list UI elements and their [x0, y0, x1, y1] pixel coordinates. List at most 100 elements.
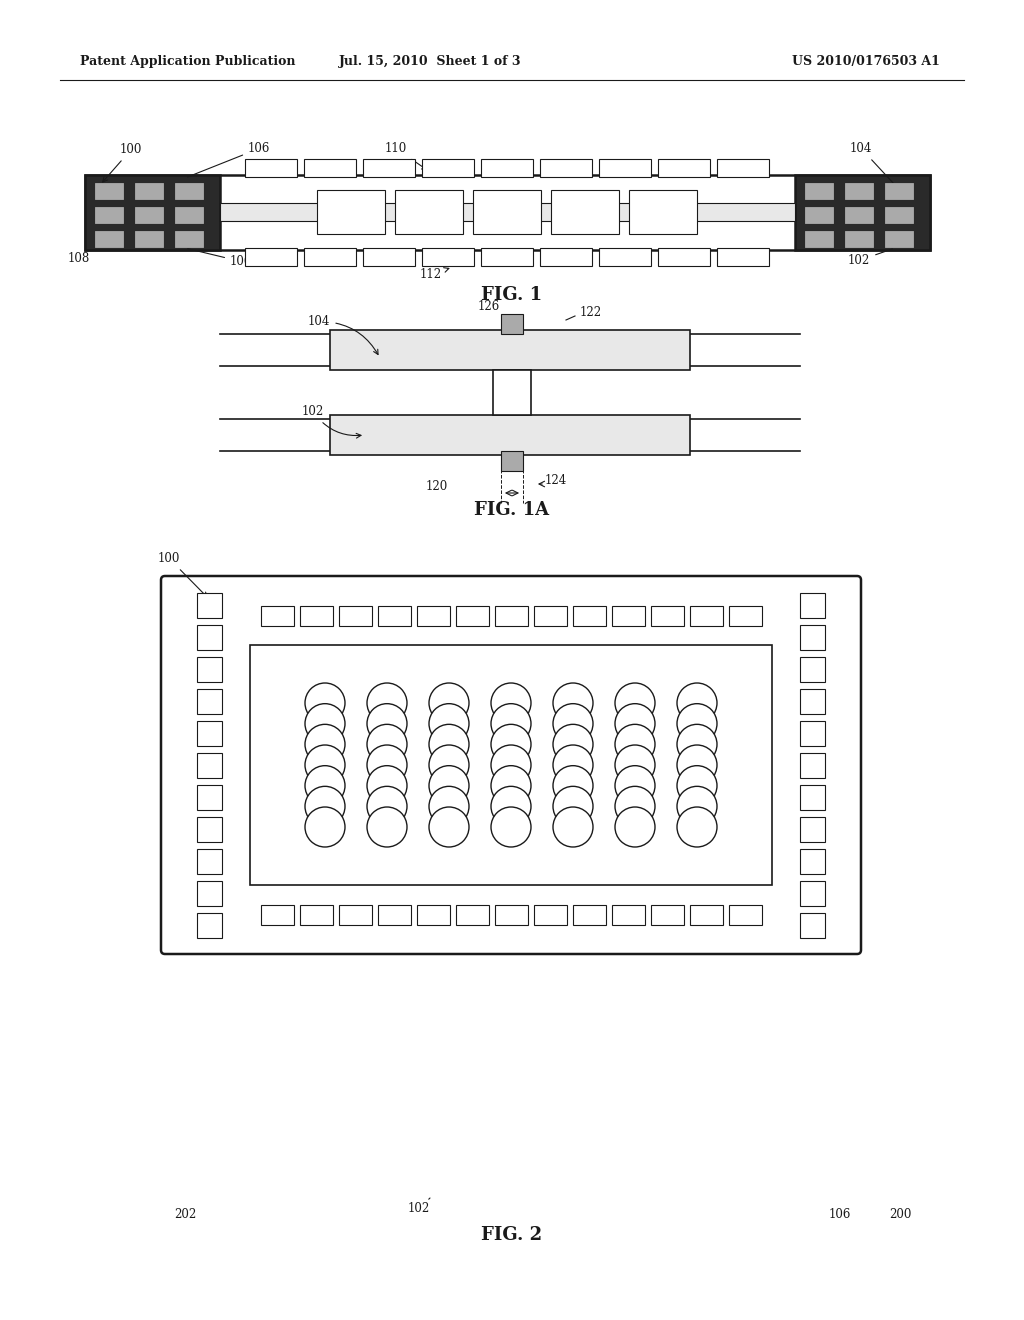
Bar	[611, 904, 644, 924]
Bar	[135, 183, 163, 199]
Circle shape	[367, 766, 407, 805]
Bar	[245, 158, 297, 177]
Circle shape	[305, 787, 345, 826]
Bar	[299, 904, 333, 924]
Circle shape	[677, 744, 717, 785]
Bar	[572, 904, 605, 924]
Circle shape	[615, 766, 655, 805]
Bar	[795, 176, 930, 249]
Text: 100: 100	[102, 143, 142, 182]
Text: 110: 110	[385, 143, 427, 170]
Bar	[317, 190, 385, 234]
Bar	[304, 248, 356, 267]
Text: 126: 126	[478, 300, 505, 321]
Circle shape	[305, 682, 345, 723]
Bar	[800, 880, 825, 906]
Bar	[845, 207, 873, 223]
Bar	[175, 231, 203, 247]
Bar	[473, 190, 541, 234]
Circle shape	[429, 704, 469, 743]
Bar	[845, 231, 873, 247]
Text: 124: 124	[545, 474, 567, 487]
Bar	[885, 231, 913, 247]
Bar	[197, 880, 222, 906]
Bar	[658, 158, 710, 177]
Bar	[135, 231, 163, 247]
Text: 102: 102	[408, 1199, 430, 1214]
Bar	[728, 904, 762, 924]
Circle shape	[677, 766, 717, 805]
Bar	[197, 784, 222, 809]
Text: 106: 106	[187, 248, 252, 268]
Bar	[378, 606, 411, 626]
Circle shape	[553, 682, 593, 723]
Bar	[456, 606, 488, 626]
Bar	[650, 904, 683, 924]
Bar	[362, 158, 415, 177]
Bar	[481, 158, 534, 177]
Bar	[800, 784, 825, 809]
Text: 112: 112	[420, 268, 449, 281]
Bar	[417, 904, 450, 924]
Bar	[540, 248, 592, 267]
Bar	[572, 606, 605, 626]
Bar	[800, 849, 825, 874]
Bar	[85, 176, 220, 249]
Text: 106: 106	[828, 1209, 851, 1221]
Circle shape	[305, 704, 345, 743]
Circle shape	[490, 766, 531, 805]
Text: 102: 102	[302, 405, 361, 438]
Text: 200: 200	[889, 1209, 911, 1221]
Bar	[728, 606, 762, 626]
Bar	[95, 207, 123, 223]
Circle shape	[615, 787, 655, 826]
Circle shape	[429, 766, 469, 805]
Bar	[800, 912, 825, 937]
Bar	[599, 158, 651, 177]
Bar	[495, 606, 527, 626]
Bar	[95, 231, 123, 247]
Circle shape	[490, 807, 531, 847]
Bar	[800, 656, 825, 681]
FancyBboxPatch shape	[161, 576, 861, 954]
Bar	[800, 721, 825, 746]
Bar	[197, 656, 222, 681]
Bar	[260, 606, 294, 626]
Circle shape	[677, 704, 717, 743]
Circle shape	[490, 725, 531, 764]
Text: US 2010/0176503 A1: US 2010/0176503 A1	[793, 55, 940, 69]
Bar	[245, 248, 297, 267]
Text: 120: 120	[426, 480, 449, 494]
Text: FIG. 1: FIG. 1	[481, 286, 543, 304]
Bar	[456, 904, 488, 924]
Circle shape	[429, 744, 469, 785]
Bar	[175, 207, 203, 223]
Circle shape	[553, 787, 593, 826]
Circle shape	[553, 766, 593, 805]
Circle shape	[553, 807, 593, 847]
Bar	[220, 203, 795, 220]
Bar	[250, 645, 772, 884]
Circle shape	[490, 704, 531, 743]
Bar	[197, 817, 222, 842]
Circle shape	[615, 704, 655, 743]
Circle shape	[677, 807, 717, 847]
Circle shape	[305, 725, 345, 764]
Bar	[95, 183, 123, 199]
Bar	[175, 183, 203, 199]
Bar	[885, 207, 913, 223]
Circle shape	[367, 704, 407, 743]
Bar	[197, 849, 222, 874]
Circle shape	[553, 725, 593, 764]
Bar	[339, 904, 372, 924]
Circle shape	[677, 725, 717, 764]
Circle shape	[615, 682, 655, 723]
Bar	[378, 904, 411, 924]
Bar	[805, 183, 833, 199]
Text: 102: 102	[848, 249, 892, 267]
Text: Patent Application Publication: Patent Application Publication	[80, 55, 296, 69]
Text: Jul. 15, 2010  Sheet 1 of 3: Jul. 15, 2010 Sheet 1 of 3	[339, 55, 521, 69]
Bar	[800, 689, 825, 714]
Circle shape	[553, 744, 593, 785]
Bar	[658, 248, 710, 267]
